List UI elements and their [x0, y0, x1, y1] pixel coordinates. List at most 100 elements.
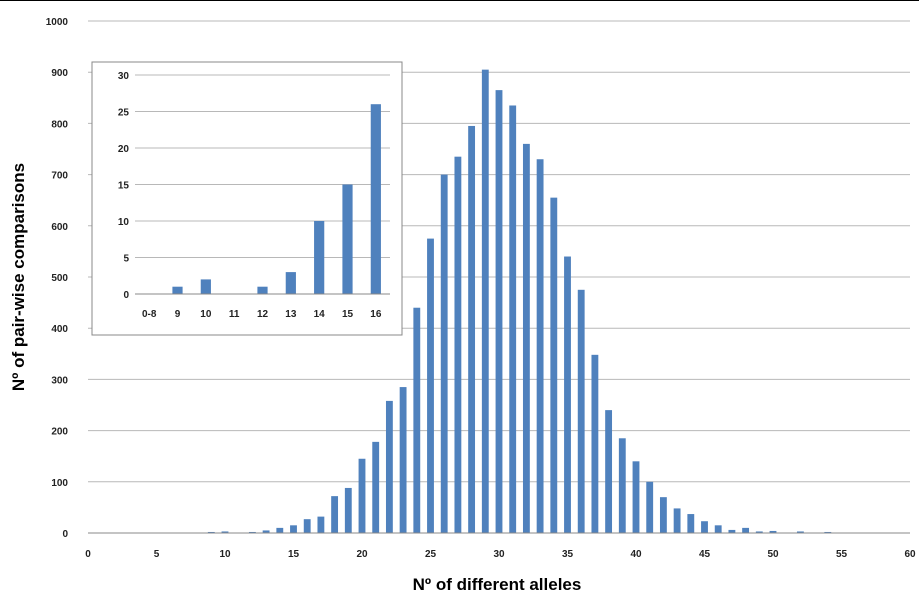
- inset-bar: [342, 184, 353, 294]
- main-x-tick-label: 55: [836, 549, 848, 560]
- inset-bar: [314, 221, 325, 294]
- main-bar: [331, 496, 339, 533]
- inset-bar: [285, 272, 296, 294]
- main-y-tick-label: 400: [51, 324, 68, 335]
- inset-x-tick-label: 15: [342, 309, 354, 320]
- inset-bar: [200, 279, 211, 294]
- main-bar: [577, 289, 585, 533]
- inset-bar: [257, 286, 268, 294]
- inset-y-tick-label: 20: [118, 144, 130, 155]
- inset-x-tick-label: 9: [175, 309, 181, 320]
- inset-y-tick-label: 25: [118, 108, 130, 119]
- main-y-tick-label: 800: [51, 119, 68, 130]
- main-x-tick-label: 10: [219, 549, 231, 560]
- main-bar: [372, 441, 380, 533]
- main-y-tick-label: 600: [51, 222, 68, 233]
- main-bar: [755, 531, 763, 533]
- main-x-tick-labels: 0 5 10 15 20 25 30 35 40 45 50 55 60: [85, 549, 916, 560]
- main-bar: [399, 387, 407, 533]
- main-bar: [687, 514, 695, 533]
- inset-x-tick-label: 12: [257, 309, 269, 320]
- inset-x-tick-label: 16: [370, 309, 382, 320]
- inset-x-tick-label: 11: [229, 309, 240, 320]
- inset-x-tick-label: 0-8: [142, 309, 157, 320]
- inset-x-tick-label: 13: [285, 309, 297, 320]
- main-x-tick-label: 5: [154, 549, 160, 560]
- main-bar: [824, 531, 832, 533]
- main-bar: [714, 525, 722, 533]
- main-bar: [276, 527, 284, 533]
- main-bar: [303, 519, 311, 533]
- main-x-tick-label: 50: [767, 549, 779, 560]
- inset-bars: [172, 104, 381, 294]
- main-bar: [509, 105, 517, 533]
- main-y-tick-label: 0: [62, 529, 68, 540]
- main-x-tick-label: 25: [425, 549, 437, 560]
- main-y-tick-labels: 0 100 200 300 400 500 600 700 800 900 1000: [46, 17, 69, 540]
- main-bar: [290, 525, 297, 533]
- main-bar: [701, 521, 708, 533]
- main-bar: [769, 530, 777, 533]
- main-x-tick-label: 15: [288, 549, 300, 560]
- main-x-tick-label: 60: [904, 549, 916, 560]
- x-axis-title: Nº of different alleles: [413, 575, 582, 594]
- inset-y-tick-label: 5: [123, 254, 129, 265]
- main-bar: [522, 143, 530, 533]
- main-bar: [646, 481, 654, 533]
- main-bar: [742, 527, 750, 533]
- main-bar: [358, 458, 366, 533]
- main-bar: [344, 487, 352, 533]
- main-bar: [796, 531, 804, 533]
- main-bar: [221, 531, 229, 533]
- main-bar: [207, 531, 215, 533]
- main-y-tick-label: 500: [51, 273, 68, 284]
- main-bar: [618, 438, 626, 533]
- main-bar: [632, 461, 640, 533]
- inset-chart: 0 5 10 15 20 25 30 0-8 9 10 11 12 13 14 15 16: [91, 61, 403, 336]
- main-bar: [659, 497, 667, 533]
- main-bar: [262, 530, 270, 533]
- main-bar: [454, 156, 462, 533]
- main-bar: [427, 238, 434, 533]
- main-bar: [564, 256, 571, 533]
- main-bar: [495, 90, 503, 534]
- inset-y-tick-label: 10: [118, 217, 130, 228]
- inset-y-tick-label: 0: [123, 290, 129, 301]
- main-bar: [385, 400, 393, 533]
- main-bar: [440, 174, 448, 533]
- main-bar: [248, 531, 256, 533]
- main-y-tick-label: 300: [51, 375, 68, 386]
- main-y-tick-label: 700: [51, 171, 68, 182]
- main-bars: [207, 69, 832, 534]
- inset-x-tick-label: 14: [314, 309, 326, 320]
- main-bar: [481, 69, 489, 533]
- y-axis-title: Nº of pair-wise comparisons: [9, 163, 28, 391]
- inset-y-tick-label: 15: [118, 181, 130, 192]
- main-y-tick-label: 1000: [46, 17, 69, 28]
- main-x-tick-label: 30: [493, 549, 505, 560]
- main-y-tick-label: 100: [51, 478, 68, 489]
- main-x-tick-label: 45: [699, 549, 711, 560]
- inset-bar: [370, 104, 381, 294]
- main-y-tick-label: 900: [51, 68, 68, 79]
- main-bar: [468, 125, 476, 534]
- main-bar: [591, 354, 599, 533]
- main-bar: [413, 307, 421, 533]
- main-x-tick-label: 20: [356, 549, 368, 560]
- main-bar: [317, 516, 325, 533]
- main-bar: [728, 529, 736, 533]
- inset-y-tick-label: 30: [118, 71, 130, 82]
- main-bar: [605, 410, 613, 533]
- main-bar: [536, 159, 544, 534]
- main-bar: [550, 197, 558, 533]
- main-x-tick-label: 40: [630, 549, 642, 560]
- main-bar: [673, 508, 681, 533]
- main-y-tick-label: 200: [51, 427, 68, 438]
- main-x-tick-label: 0: [85, 549, 91, 560]
- main-x-tick-label: 35: [562, 549, 574, 560]
- inset-x-tick-labels: 0-8 9 10 11 12 13 14 15 16: [142, 309, 382, 320]
- inset-x-tick-label: 10: [200, 309, 212, 320]
- inset-bar: [172, 286, 183, 294]
- inset-y-tick-labels: 0 5 10 15 20 25 30: [118, 71, 130, 301]
